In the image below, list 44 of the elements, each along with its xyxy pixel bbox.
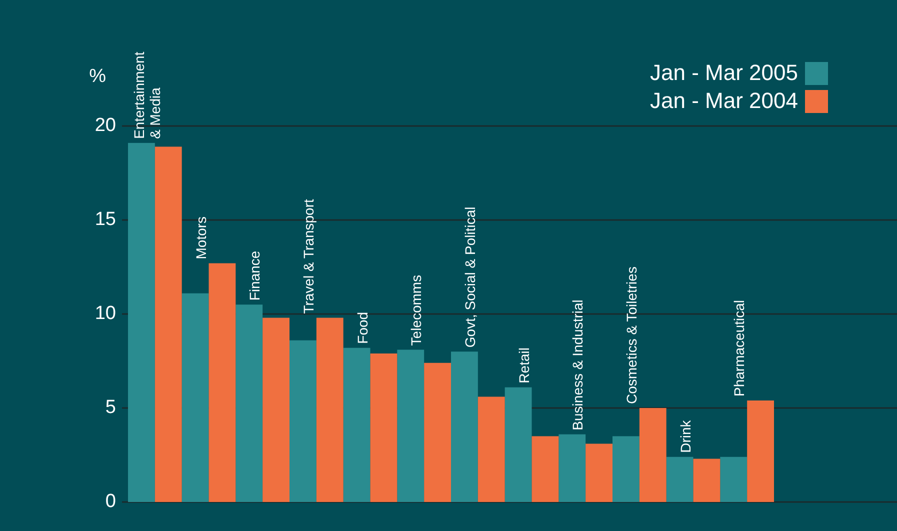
bar [290,340,316,502]
bar [397,350,424,502]
x-tick-label: Drink [677,419,694,453]
y-tick-label: 10 [94,303,116,324]
bar [262,318,290,502]
x-tick-label: Business & Industrial [570,300,586,430]
x-tick-label: Travel & Transport [300,199,316,314]
bar [666,456,694,502]
bar [747,400,774,502]
bar [236,304,263,502]
legend-label: Jan - Mar 2004 [650,88,798,113]
legend-label: Jan - Mar 2005 [650,60,798,85]
bar [720,456,748,502]
bar [693,458,720,502]
x-tick-label: Entertainment & Media [130,52,163,139]
bar [154,146,182,502]
bar [532,436,559,502]
bar [208,263,236,502]
bar [343,348,370,502]
bar [370,353,398,502]
bar [586,444,612,502]
y-tick-label: 15 [94,209,116,230]
bar [316,318,344,502]
bar [504,387,532,502]
bar [639,408,666,502]
x-tick-label: Food [354,312,370,344]
x-tick-label: Pharmaceutical [731,300,748,396]
x-tick-label: Cosmetics & Toiletries [623,266,640,404]
x-tick-label: Motors [192,216,209,260]
y-axis-title: % [89,66,106,87]
y-tick-label: 0 [105,491,116,512]
x-tick-label: Retail [516,348,532,384]
x-tick-label: Finance [246,250,263,301]
bar [128,142,155,502]
x-tick-label: Telecomms [408,274,424,346]
bar [612,436,640,502]
bar [424,362,451,502]
bar [558,434,586,502]
x-tick-label: Govt, Social & Political [462,206,478,348]
y-tick-label: 5 [105,397,116,418]
y-tick-label: 20 [94,115,116,136]
bar [478,396,505,502]
bar [182,293,209,502]
bar [451,352,478,502]
